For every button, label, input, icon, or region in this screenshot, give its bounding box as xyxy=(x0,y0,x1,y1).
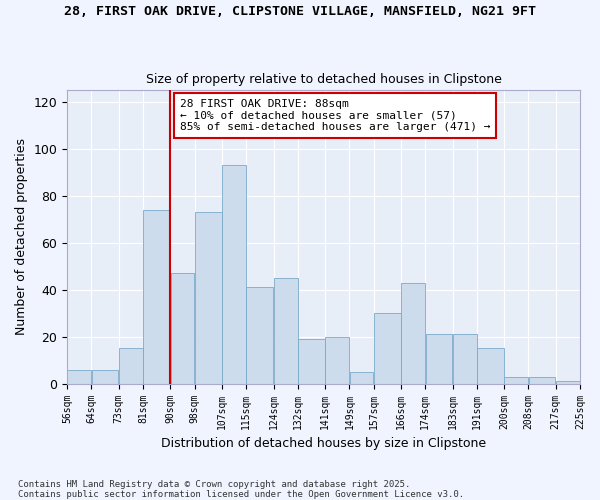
Bar xyxy=(401,282,425,384)
Text: Contains HM Land Registry data © Crown copyright and database right 2025.
Contai: Contains HM Land Registry data © Crown c… xyxy=(18,480,464,499)
Bar xyxy=(67,370,91,384)
Bar xyxy=(247,288,273,384)
Bar xyxy=(170,273,194,384)
Bar xyxy=(453,334,476,384)
Bar xyxy=(529,376,556,384)
Text: 28, FIRST OAK DRIVE, CLIPSTONE VILLAGE, MANSFIELD, NG21 9FT: 28, FIRST OAK DRIVE, CLIPSTONE VILLAGE, … xyxy=(64,5,536,18)
Y-axis label: Number of detached properties: Number of detached properties xyxy=(15,138,28,336)
Bar xyxy=(477,348,504,384)
Bar xyxy=(505,376,528,384)
Bar xyxy=(119,348,143,384)
Bar xyxy=(325,336,349,384)
Bar xyxy=(195,212,221,384)
Text: 28 FIRST OAK DRIVE: 88sqm
← 10% of detached houses are smaller (57)
85% of semi-: 28 FIRST OAK DRIVE: 88sqm ← 10% of detac… xyxy=(180,99,490,132)
X-axis label: Distribution of detached houses by size in Clipstone: Distribution of detached houses by size … xyxy=(161,437,486,450)
Bar xyxy=(143,210,170,384)
Bar xyxy=(556,382,580,384)
Title: Size of property relative to detached houses in Clipstone: Size of property relative to detached ho… xyxy=(146,73,502,86)
Bar xyxy=(274,278,298,384)
Bar xyxy=(425,334,452,384)
Bar xyxy=(92,370,118,384)
Bar xyxy=(298,339,325,384)
Bar xyxy=(350,372,373,384)
Bar xyxy=(222,165,246,384)
Bar xyxy=(374,313,401,384)
